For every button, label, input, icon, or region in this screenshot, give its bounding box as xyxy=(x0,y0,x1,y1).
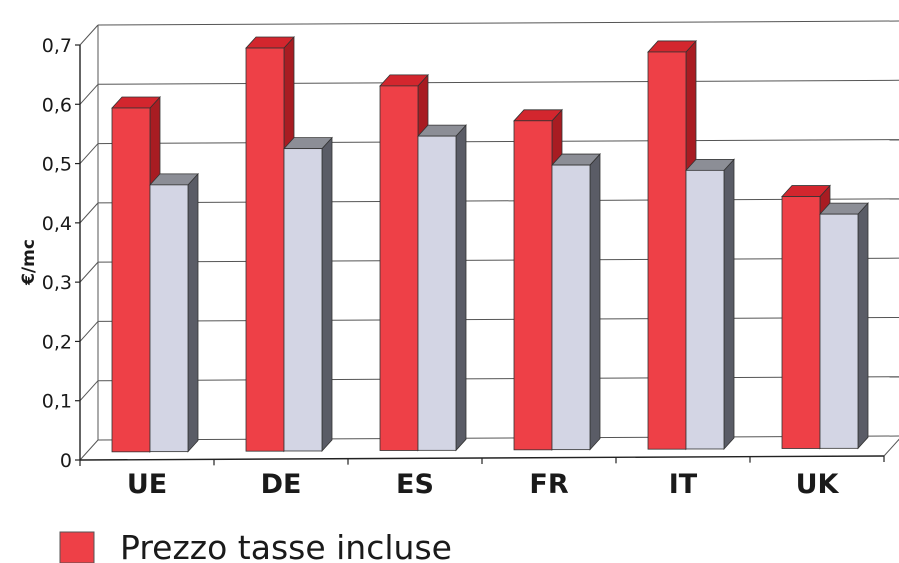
bar-front xyxy=(647,51,687,450)
bar-front xyxy=(819,213,859,449)
x-tick-label: IT xyxy=(669,469,698,500)
bar-front xyxy=(551,164,591,451)
x-tick-label: FR xyxy=(529,469,568,500)
bar-fr-series-2 xyxy=(551,153,601,451)
y-tick-label: 0,2 xyxy=(42,331,72,353)
bar-side xyxy=(321,136,333,453)
x-tick-labels: UE DE ES FR IT UK xyxy=(127,469,840,500)
bar-front xyxy=(149,184,189,453)
bar-front xyxy=(781,196,821,449)
gridline xyxy=(97,139,899,145)
gridline-connector xyxy=(79,202,99,224)
gridline xyxy=(97,20,899,26)
y-axis-label: €/mc xyxy=(19,239,39,286)
gridline-connector xyxy=(79,83,99,105)
bar-front xyxy=(379,85,419,451)
bar-front xyxy=(417,135,457,451)
y-tick-label: 0,7 xyxy=(42,35,72,57)
floor-edge xyxy=(883,438,899,457)
gridline xyxy=(97,198,899,204)
bar-front xyxy=(111,107,151,453)
y-tick-label: 0,5 xyxy=(42,154,72,176)
x-tick-label: UK xyxy=(796,469,840,500)
bar-de-series-2 xyxy=(283,136,333,453)
bar-es-series-2 xyxy=(417,124,467,452)
gridline xyxy=(97,435,899,441)
bar-front xyxy=(283,148,323,452)
bar-ue-series-2 xyxy=(149,172,199,453)
gridline xyxy=(97,257,899,263)
bar-side xyxy=(455,124,467,452)
bars xyxy=(111,35,869,453)
bar-it-series-2 xyxy=(685,158,735,451)
x-tick-label: UE xyxy=(127,469,167,500)
bar-front xyxy=(245,47,285,452)
bar-front xyxy=(513,120,553,451)
y-tick-label: 0,3 xyxy=(42,272,72,294)
grid-lines xyxy=(79,20,899,461)
legend: Prezzo tasse incluse xyxy=(59,528,452,563)
legend-label-prezzo-tasse-incluse: Prezzo tasse incluse xyxy=(120,528,452,563)
bar-side xyxy=(857,202,869,450)
gridline-connector xyxy=(79,261,99,283)
y-tick-label: 0 xyxy=(60,450,72,472)
bar-uk-series-2 xyxy=(819,202,869,450)
gridline-connector xyxy=(79,321,99,342)
legend-swatch-prezzo-tasse-incluse xyxy=(59,531,95,563)
y-tick-labels: 0 0,1 0,2 0,3 0,4 0,5 0,6 0,7 xyxy=(42,35,72,472)
gridline xyxy=(97,376,899,382)
x-tick-label: ES xyxy=(396,469,434,500)
axes xyxy=(75,44,899,466)
y-tick-label: 0,6 xyxy=(42,94,72,116)
gridline-connector xyxy=(79,439,99,461)
bar-front xyxy=(685,169,725,450)
bar-side xyxy=(187,172,199,453)
y-tick-label: 0,1 xyxy=(42,391,72,413)
x-tick-label: DE xyxy=(261,469,302,500)
bar-side xyxy=(589,153,601,451)
gridline-connector xyxy=(79,380,99,402)
y-tick-label: 0,4 xyxy=(42,213,72,235)
gridline-connector xyxy=(79,24,99,46)
bar-side xyxy=(723,158,735,451)
gridline-connector xyxy=(79,143,99,164)
gridline xyxy=(97,79,899,85)
gridline xyxy=(97,316,899,322)
